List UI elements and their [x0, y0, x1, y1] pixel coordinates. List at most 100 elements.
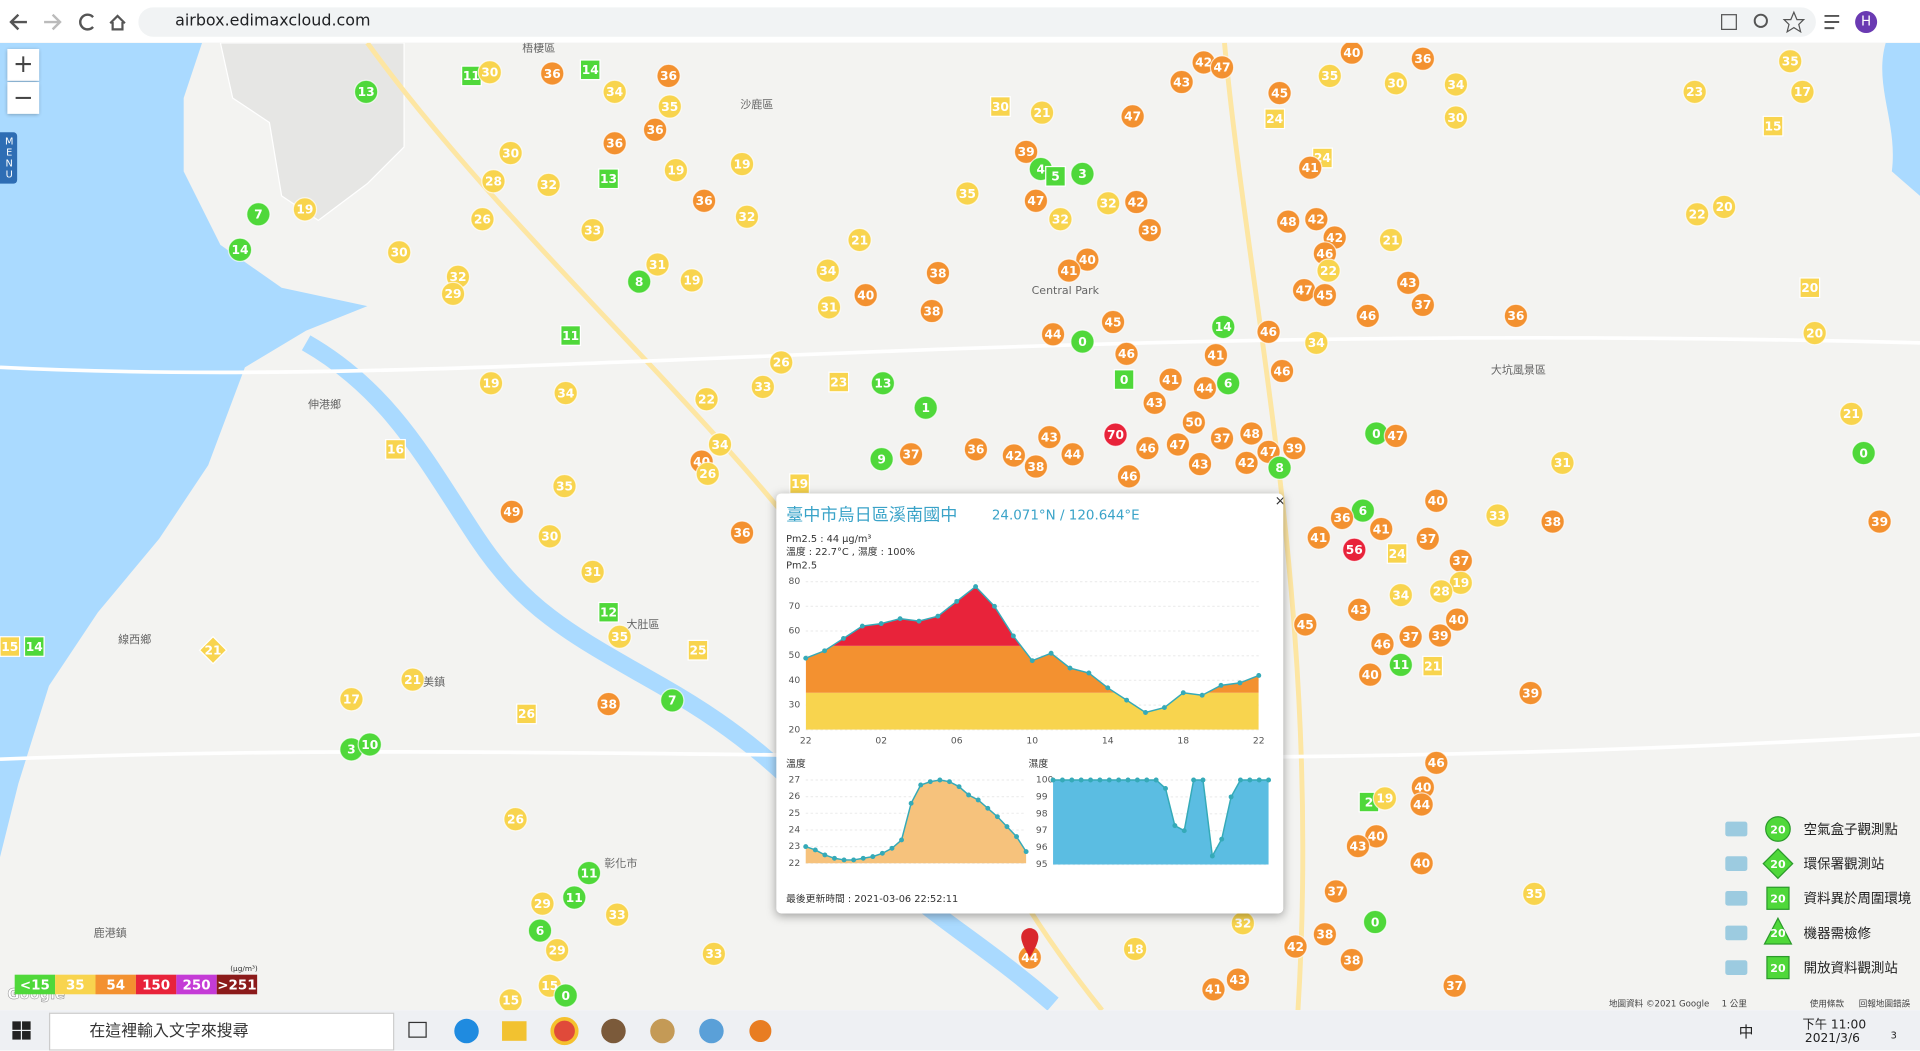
marker-value: 19 [1452, 576, 1469, 590]
data-point [841, 635, 846, 641]
marker-value: 45 [1105, 315, 1122, 329]
edge-icon[interactable] [454, 1018, 479, 1044]
station-marker [1339, 42, 1365, 65]
reload-button[interactable] [79, 13, 94, 31]
data-point [851, 857, 857, 863]
marker-value: 8 [635, 275, 644, 289]
marker-value: 1 [921, 401, 930, 415]
zoom-out[interactable]: − [7, 82, 40, 114]
marker-value: 38 [1027, 460, 1044, 474]
marker-value: 19 [667, 163, 684, 177]
address-bar[interactable]: airbox.edimaxcloud.com [138, 7, 1816, 37]
data-point [1161, 705, 1167, 711]
data-point [1172, 823, 1178, 829]
explorer-icon[interactable] [502, 1021, 527, 1041]
station-marker [544, 937, 570, 963]
data-point [1125, 777, 1131, 783]
station-marker [1518, 680, 1543, 706]
clock-time[interactable]: 下午 11:00 [1802, 1018, 1867, 1033]
marker-value: 8 [1275, 461, 1284, 475]
data-point [1153, 777, 1159, 783]
station-marker [602, 79, 627, 105]
marker-value: 19 [734, 157, 751, 171]
marker-value: 34 [1308, 336, 1325, 350]
station-marker [1056, 258, 1082, 283]
data-point [812, 847, 818, 853]
bookmark-icon[interactable] [1782, 10, 1806, 34]
station-marker [1503, 303, 1529, 329]
chrome-icon[interactable] [550, 1016, 579, 1046]
translate-icon[interactable] [1721, 14, 1737, 31]
station-marker [1395, 270, 1421, 296]
station-marker [540, 61, 565, 86]
marker-value: 24 [1266, 112, 1283, 126]
zoom-icon[interactable] [1753, 13, 1768, 28]
zoom-in[interactable]: + [7, 48, 40, 81]
station-marker [1203, 342, 1229, 368]
station-marker [553, 380, 578, 406]
station-marker [657, 94, 683, 119]
app-icon[interactable] [699, 1018, 724, 1044]
station-marker [1116, 464, 1142, 489]
station-marker [1409, 792, 1434, 817]
station-marker [729, 151, 755, 177]
data-point [975, 797, 981, 803]
profile-avatar[interactable]: H [1855, 11, 1878, 34]
close-button[interactable]: × [1275, 494, 1286, 509]
app-icon[interactable] [650, 1018, 675, 1044]
marker-value: 30 [992, 100, 1009, 114]
home-button[interactable] [109, 14, 126, 31]
forward-button[interactable] [44, 13, 62, 31]
task-view[interactable] [408, 1021, 427, 1038]
marker-value: 20 [1806, 326, 1823, 340]
marker-value: 43 [1400, 276, 1417, 290]
updated-time: 最後更新時間 : 2021-03-06 22:52:11 [786, 892, 958, 905]
start-button[interactable] [12, 1021, 32, 1041]
taskbar: 在這裡輸入文字來搜尋 中 下午 11:00 2021/3/6 3 [0, 1010, 1920, 1051]
station-marker [1113, 369, 1135, 391]
station-marker [598, 168, 619, 190]
marker-value: 32 [1234, 917, 1251, 931]
station-marker [1239, 421, 1264, 446]
station-marker [1100, 309, 1126, 335]
marker-value: 21 [205, 643, 222, 657]
marker-value: 15 [1, 640, 18, 654]
marker-value: 33 [1489, 509, 1506, 523]
data-point [954, 598, 960, 604]
station-marker [1485, 503, 1510, 528]
station-marker [1378, 227, 1404, 253]
back-button[interactable] [9, 13, 27, 31]
app-icon[interactable] [749, 1020, 772, 1043]
station-marker [1388, 652, 1414, 678]
station-marker [1267, 455, 1292, 481]
station-marker [1187, 451, 1213, 477]
media-icon[interactable] [1824, 14, 1840, 30]
ime-indicator[interactable]: 中 [1738, 1023, 1754, 1041]
marker-value: 2 [1365, 795, 1374, 809]
marker-value: 42 [1005, 449, 1022, 463]
marker-value: 35 [959, 187, 976, 201]
marker-value: 34 [711, 438, 728, 452]
station-marker [198, 635, 228, 665]
app-icon[interactable] [601, 1018, 626, 1044]
station-marker [734, 204, 760, 229]
marker-value: 4 [1037, 162, 1046, 176]
marker-value: 39 [1141, 223, 1158, 237]
data-point [1191, 777, 1197, 783]
data-point [899, 837, 904, 843]
marker-value: 29 [534, 897, 551, 911]
search-box[interactable]: 在這裡輸入文字來搜尋 [48, 1012, 395, 1051]
data-point [1266, 777, 1272, 783]
notification-count[interactable]: 3 [1890, 1029, 1897, 1041]
marker-value: 9 [877, 452, 886, 466]
location-pin[interactable] [1021, 928, 1039, 958]
station-marker [339, 686, 364, 712]
marker-value: 47 [1214, 61, 1231, 75]
marker-value: 46 [1118, 347, 1135, 361]
marker-value: 26 [773, 356, 790, 370]
marker-value: 46 [1274, 364, 1291, 378]
station-marker [1777, 48, 1803, 74]
station-marker [598, 601, 619, 623]
menu-tab[interactable]: MENU [0, 132, 18, 184]
clock-date[interactable]: 2021/3/6 [1804, 1032, 1860, 1046]
